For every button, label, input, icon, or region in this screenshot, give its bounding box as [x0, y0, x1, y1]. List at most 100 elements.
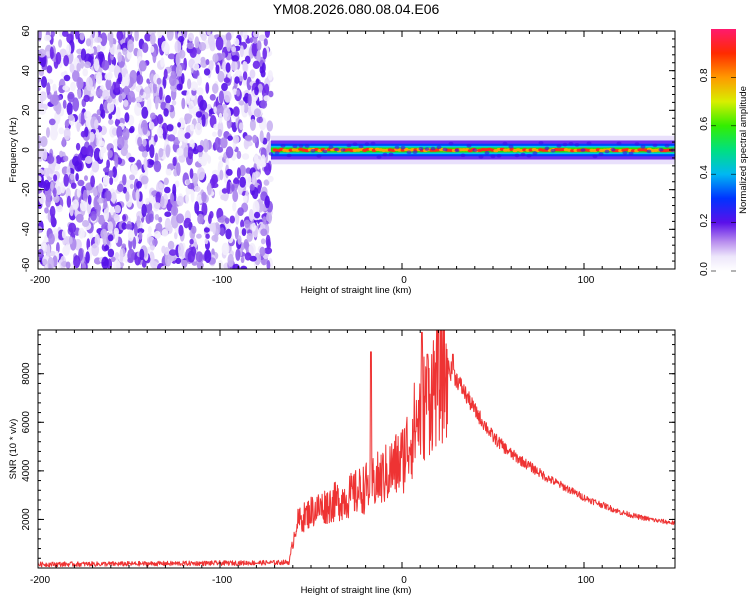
noise-blob	[212, 53, 219, 63]
noise-blob	[136, 215, 141, 228]
noise-blob	[58, 127, 65, 135]
noise-blob	[225, 146, 234, 159]
noise-blob	[135, 189, 140, 202]
signal-edge	[592, 154, 598, 159]
noise-blob	[160, 195, 165, 208]
noise-blob	[239, 45, 244, 58]
noise-blob	[204, 249, 212, 263]
noise-blob	[141, 150, 148, 158]
noise-blob	[77, 88, 82, 100]
noise-blob	[233, 37, 240, 47]
noise-blob	[262, 47, 268, 60]
noise-blob	[42, 258, 48, 266]
noise-blob	[225, 228, 232, 240]
noise-blob	[162, 76, 167, 89]
noise-blob	[139, 89, 144, 96]
noise-blob	[124, 112, 130, 123]
noise-blob	[104, 190, 112, 202]
signal-edge	[406, 150, 412, 155]
noise-blob	[218, 160, 224, 169]
noise-blob	[146, 97, 152, 112]
noise-blob	[141, 106, 149, 119]
noise-blob	[156, 77, 162, 85]
noise-blob	[122, 186, 127, 194]
noise-blob	[142, 122, 148, 135]
noise-blob	[152, 238, 158, 246]
noise-blob	[189, 168, 194, 180]
signal-edge	[304, 144, 310, 148]
noise-blob	[85, 251, 90, 264]
noise-blob	[63, 55, 69, 67]
noise-blob	[238, 76, 244, 82]
noise-blob	[59, 48, 67, 58]
noise-blob	[194, 201, 200, 214]
noise-blob	[175, 52, 181, 67]
colorbar-tick-label: 0.2	[699, 213, 710, 227]
noise-blob	[73, 255, 81, 269]
noise-blob	[86, 145, 94, 160]
signal-edge	[652, 143, 658, 148]
noise-blob	[249, 183, 255, 191]
noise-blob	[218, 90, 224, 104]
noise-blob	[70, 182, 77, 189]
noise-blob	[41, 76, 47, 88]
noise-blob	[82, 68, 88, 77]
noise-blob	[232, 134, 240, 144]
top-ytick-label: 20	[21, 104, 32, 116]
noise-blob	[136, 159, 142, 169]
top-ytick-label: -40	[21, 222, 32, 237]
top-ytick-label: 60	[21, 25, 32, 37]
noise-blob	[114, 204, 121, 214]
noise-blob	[163, 177, 169, 186]
signal-edge	[496, 154, 502, 158]
snr-series-line	[38, 330, 675, 568]
noise-blob	[38, 69, 45, 77]
noise-blob	[76, 62, 81, 72]
noise-blob	[197, 213, 204, 225]
noise-blob	[266, 260, 271, 269]
noise-blob	[49, 205, 56, 218]
noise-blob	[159, 86, 163, 100]
noise-blob	[113, 259, 121, 269]
noise-blob	[127, 31, 133, 35]
noise-blob	[167, 240, 175, 250]
noise-blob	[208, 60, 214, 71]
noise-blob	[160, 265, 169, 269]
noise-blob	[107, 248, 115, 258]
bottom-x-axis-title: Height of straight line (km)	[301, 585, 412, 596]
noise-blob	[181, 97, 186, 110]
noise-blob	[69, 173, 75, 180]
signal-edge	[394, 145, 400, 150]
signal-edge	[610, 147, 616, 152]
noise-blob	[235, 248, 241, 261]
signal-edge	[322, 149, 328, 154]
noise-blob	[177, 128, 185, 142]
noise-blob	[206, 103, 212, 110]
noise-blob	[113, 139, 118, 145]
noise-blob	[101, 256, 109, 269]
signal-edge	[640, 145, 646, 149]
noise-blob	[102, 89, 110, 101]
signal-edge	[586, 141, 592, 146]
noise-blob	[149, 45, 155, 53]
noise-blob	[149, 32, 156, 46]
signal-edge	[358, 144, 364, 149]
noise-blob	[123, 85, 129, 96]
noise-blob	[74, 31, 80, 40]
noise-blob	[170, 192, 174, 205]
noise-blob	[84, 175, 88, 182]
signal-edge	[328, 145, 334, 149]
top-ytick-label: 40	[21, 65, 32, 77]
signal-edge	[472, 148, 478, 152]
noise-blob	[236, 89, 241, 97]
noise-blob	[66, 165, 71, 177]
noise-blob	[191, 246, 197, 257]
noise-blob	[153, 160, 162, 173]
noise-blob	[221, 188, 228, 194]
signal-edge	[316, 154, 322, 158]
noise-blob	[197, 167, 205, 181]
noise-blob	[155, 95, 159, 110]
noise-blob	[177, 122, 182, 128]
noise-blob	[164, 211, 172, 217]
noise-blob	[243, 195, 248, 203]
